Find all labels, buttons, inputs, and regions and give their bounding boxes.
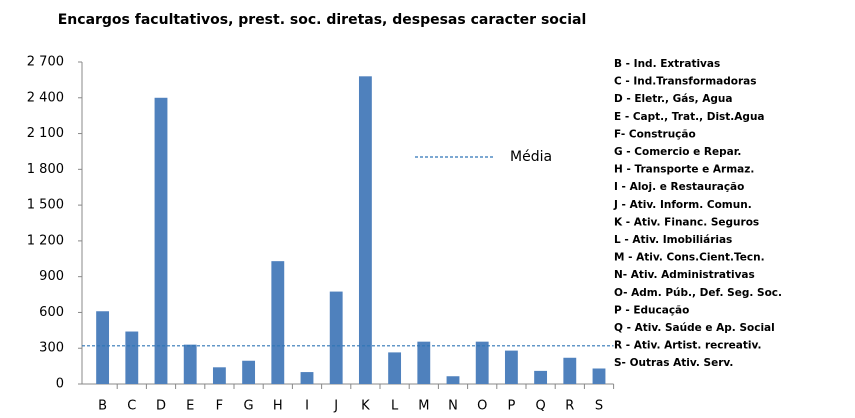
x-tick-label: S [595,399,603,414]
x-tick-label: D [156,399,166,414]
y-tick-label: 1 500 [27,198,64,213]
x-tick-label: J [333,399,338,414]
x-tick-label: O [477,399,487,414]
bar [96,311,110,384]
y-tick-label: 300 [39,341,64,356]
y-tick-label: 2 700 [27,55,64,70]
category-description: L - Ativ. Imobiliárias [614,234,732,246]
category-description: M - Ativ. Cons.Cient.Tecn. [614,252,765,264]
x-tick-label: F [216,399,223,414]
x-tick-label: E [186,399,194,414]
y-tick-label: 1 200 [27,233,64,248]
bar [154,97,168,385]
category-description: D - Eletr., Gás, Agua [614,93,732,105]
x-tick-label: H [273,399,283,414]
x-tick-label: C [127,399,136,414]
x-tick-label: B [98,399,107,414]
x-tick-label: Q [535,399,545,414]
bar [504,350,518,384]
y-tick-label: 1 800 [27,162,64,177]
chart-title: Encargos facultativos, prest. soc. diret… [58,12,587,28]
bar [417,341,431,384]
category-description: K - Ativ. Financ. Seguros [614,216,759,228]
y-tick-label: 0 [56,377,64,392]
category-description: Q - Ativ. Saúde e Ap. Social [614,322,775,334]
bar [183,344,197,384]
bar [446,376,460,384]
y-tick-label: 2 400 [27,90,64,105]
x-tick-label: N [448,399,458,414]
bar [300,372,314,384]
bar [534,370,548,384]
category-description: F- Construção [614,128,696,140]
category-description: N- Ativ. Administrativas [614,269,755,281]
category-description: J - Ativ. Inform. Comun. [613,199,752,211]
bar [388,352,402,384]
bar [563,357,577,384]
category-description: O- Adm. Púb., Def. Seg. Soc. [614,287,782,299]
x-tick-label: R [565,399,574,414]
x-tick-label: P [507,399,515,414]
bar [271,261,285,384]
category-description: G - Comercio e Repar. [614,146,741,158]
category-description: P - Educação [614,304,689,316]
bar [329,291,343,384]
x-tick-label: G [244,399,254,414]
x-tick-label: I [305,399,309,414]
y-tick-label: 600 [39,305,64,320]
mean-legend-label: Média [510,149,552,165]
bar [125,331,139,384]
category-description: C - Ind.Transformadoras [614,76,757,88]
category-description: R - Ativ. Artist. recreativ. [614,340,761,352]
x-tick-label: K [361,399,370,414]
bar [242,360,256,384]
category-description: S- Outras Ativ. Serv. [614,357,733,369]
bar [475,341,489,384]
category-description: I - Aloj. e Restauração [614,181,744,193]
bar [212,367,226,384]
category-description: E - Capt., Trat., Dist.Agua [614,111,765,123]
category-description: B - Ind. Extrativas [614,58,720,70]
y-tick-label: 2 100 [27,126,64,141]
y-tick-label: 900 [39,269,64,284]
x-tick-label: M [418,399,429,414]
x-tick-label: L [391,399,399,414]
category-description: H - Transporte e Armaz. [614,164,754,176]
bar [592,368,606,384]
bar [358,76,372,385]
